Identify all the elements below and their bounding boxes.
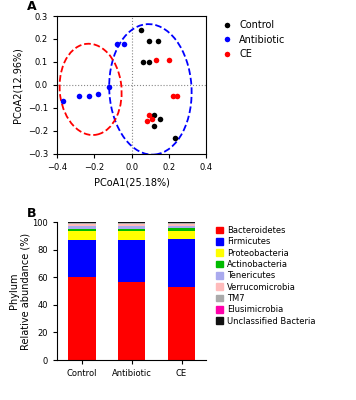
Point xyxy=(60,98,66,104)
Bar xyxy=(118,228,145,231)
Point xyxy=(77,93,82,100)
Point xyxy=(150,116,155,122)
Point xyxy=(166,56,172,63)
Bar xyxy=(118,223,145,224)
Text: B: B xyxy=(27,207,37,220)
Point xyxy=(144,118,150,125)
Bar xyxy=(168,231,195,239)
Point xyxy=(86,93,91,100)
Point xyxy=(172,134,178,141)
Bar xyxy=(68,240,95,277)
Point xyxy=(146,59,151,65)
Point xyxy=(121,40,127,47)
Point xyxy=(170,93,176,100)
Point xyxy=(95,91,101,97)
Bar xyxy=(168,224,195,226)
X-axis label: PCoA1(25.18%): PCoA1(25.18%) xyxy=(94,177,170,187)
Bar xyxy=(68,277,95,360)
Point xyxy=(146,112,151,118)
Bar xyxy=(118,224,145,226)
Text: A: A xyxy=(27,0,37,14)
Bar xyxy=(68,231,95,240)
Bar xyxy=(168,223,195,224)
Bar xyxy=(68,224,95,226)
Bar xyxy=(68,223,95,224)
Legend: Control, Antibiotic, CE: Control, Antibiotic, CE xyxy=(216,20,287,60)
Point xyxy=(155,38,161,44)
Y-axis label: Phylum
Relative abundance (%): Phylum Relative abundance (%) xyxy=(9,233,31,350)
Y-axis label: PCoA2(12.96%): PCoA2(12.96%) xyxy=(12,47,22,123)
Bar xyxy=(118,231,145,240)
Point xyxy=(140,59,146,65)
Point xyxy=(151,123,157,129)
Bar xyxy=(168,226,195,228)
Point xyxy=(106,84,112,90)
Bar xyxy=(118,282,145,360)
Point xyxy=(146,38,151,44)
Bar xyxy=(68,226,95,228)
Bar xyxy=(168,228,195,231)
Point xyxy=(153,56,159,63)
Point xyxy=(138,26,144,33)
Bar xyxy=(168,239,195,287)
Point xyxy=(151,112,157,118)
Point xyxy=(174,93,179,100)
Legend: Bacteroidetes, Firmicutes, Proteobacteria, Actinobacteria, Tenericutes, Verrucom: Bacteroidetes, Firmicutes, Proteobacteri… xyxy=(215,225,316,326)
Bar xyxy=(118,240,145,282)
Bar xyxy=(168,287,195,360)
Point xyxy=(114,40,120,47)
Point xyxy=(157,116,163,122)
Bar xyxy=(118,226,145,228)
Bar xyxy=(68,228,95,231)
